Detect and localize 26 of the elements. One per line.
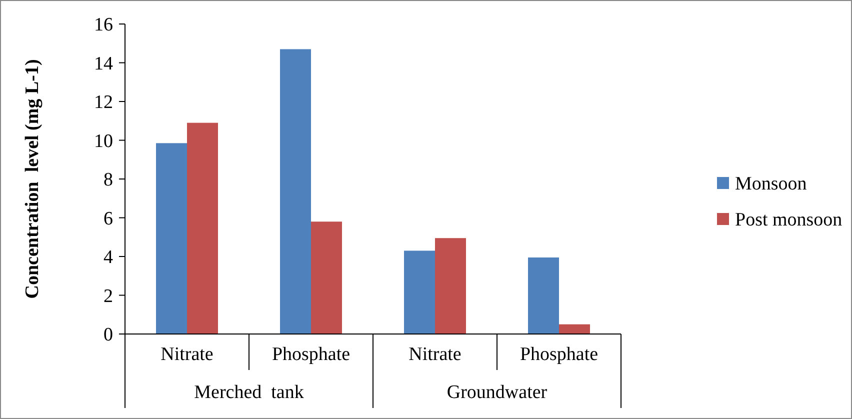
y-tick-label: 12	[94, 92, 113, 114]
bar	[559, 324, 590, 334]
y-tick-label: 8	[104, 170, 113, 191]
y-tick-label: 16	[94, 14, 113, 36]
bar	[156, 143, 187, 334]
y-axis-title: Concentration level (mg L-1)	[22, 59, 43, 299]
bar	[528, 257, 559, 334]
x-tick-label: Phosphate	[272, 344, 350, 365]
legend-label: Post monsoon	[735, 210, 843, 231]
y-tick-label: 10	[94, 130, 113, 152]
x-tick-label: Nitrate	[408, 344, 462, 365]
text: Merched tank	[194, 382, 304, 403]
bar	[280, 49, 311, 334]
y-tick-label: 14	[94, 53, 114, 74]
y-tick-label: 2	[104, 286, 113, 307]
x-tick-label: Nitrate	[160, 344, 214, 365]
text: Groundwater	[446, 382, 548, 403]
bar	[435, 238, 466, 334]
y-tick-label: 6	[104, 208, 113, 230]
legend-label: Monsoon	[735, 174, 808, 195]
bar	[311, 222, 342, 334]
bar	[187, 122, 218, 334]
bar	[404, 250, 435, 334]
y-tick-label: 4	[104, 247, 114, 268]
y-tick-label: 0	[104, 324, 113, 346]
x-tick-label: Phosphate	[520, 344, 598, 365]
